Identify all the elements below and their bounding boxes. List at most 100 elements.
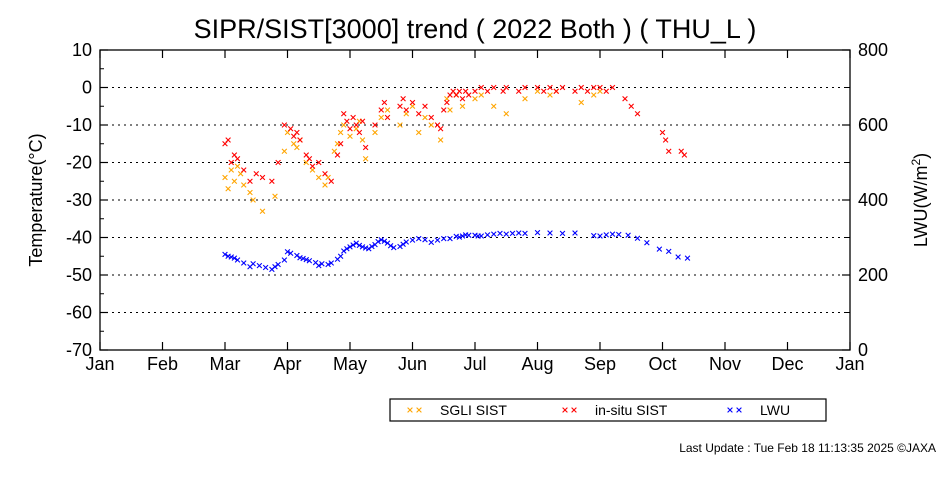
data-point	[300, 255, 306, 262]
data-point	[359, 137, 366, 143]
data-point	[456, 234, 463, 240]
data-point	[490, 231, 497, 237]
data-point	[478, 233, 485, 239]
data-point	[547, 92, 553, 98]
data-point	[540, 88, 547, 95]
last-update-text: Last Update : Tue Feb 18 11:13:35 2025 ©…	[679, 441, 936, 455]
y-axis-label-right: LWU(W/m2)	[909, 153, 931, 247]
data-point	[272, 193, 278, 200]
data-point	[662, 137, 669, 143]
data-point	[465, 232, 472, 239]
data-point	[287, 250, 294, 257]
data-point	[231, 255, 238, 261]
x-tick-label: Aug	[521, 354, 553, 374]
data-point	[272, 263, 278, 270]
data-point	[275, 261, 281, 268]
data-point	[350, 114, 356, 121]
data-point	[247, 189, 253, 196]
data-point	[269, 178, 275, 185]
legend-marker	[562, 407, 568, 413]
data-point	[328, 260, 335, 266]
data-point	[315, 262, 322, 269]
data-point	[597, 84, 603, 91]
data-point	[275, 159, 281, 166]
data-point	[390, 244, 397, 251]
data-point	[359, 118, 366, 125]
data-point	[534, 84, 541, 91]
y-right-tick-label: 400	[858, 190, 888, 210]
data-point	[503, 84, 510, 91]
data-point	[397, 243, 403, 250]
data-point	[597, 233, 603, 239]
data-point	[590, 232, 597, 239]
data-point	[309, 163, 316, 170]
data-point	[472, 88, 478, 95]
data-point	[547, 230, 553, 236]
data-point	[440, 107, 447, 113]
y-left-tick-label: -70	[66, 340, 92, 360]
x-tick-label: Jan	[85, 354, 114, 374]
data-point	[590, 92, 597, 98]
data-point	[547, 84, 553, 91]
data-point	[584, 88, 591, 95]
x-tick-label: Sep	[584, 354, 616, 374]
data-point	[478, 84, 485, 91]
data-point	[456, 88, 463, 95]
data-point	[515, 88, 522, 95]
data-point	[578, 99, 585, 106]
legend: SGLI SIST in-situ SIST LWU	[389, 398, 827, 422]
data-point	[231, 178, 238, 185]
data-point	[665, 148, 672, 155]
data-point	[281, 257, 288, 263]
data-point	[459, 95, 466, 102]
data-point	[422, 103, 428, 110]
data-point	[447, 107, 453, 113]
data-point	[347, 125, 353, 132]
data-point	[234, 257, 241, 263]
data-point	[337, 129, 344, 136]
data-point	[297, 137, 303, 143]
data-point	[428, 114, 435, 121]
data-point	[306, 257, 313, 264]
data-point	[397, 103, 403, 110]
data-point	[240, 260, 247, 266]
data-point	[375, 238, 381, 245]
data-point	[503, 231, 510, 237]
data-point	[659, 129, 666, 136]
gridlines	[100, 87, 850, 313]
data-point	[490, 103, 497, 110]
data-point	[515, 230, 522, 236]
data-point	[615, 231, 622, 238]
data-point	[415, 235, 422, 242]
data-point	[415, 110, 422, 117]
data-point	[240, 182, 247, 188]
y-left-tick-label: -40	[66, 228, 92, 248]
legend-item-label: in-situ SIST	[595, 402, 668, 418]
data-point	[428, 122, 435, 128]
data-point	[675, 254, 681, 260]
data-point	[222, 174, 228, 181]
data-point	[559, 230, 566, 237]
y-axis-label-right-sup: 2	[909, 159, 923, 166]
data-point	[362, 144, 369, 151]
data-point	[572, 88, 578, 95]
data-point	[409, 99, 416, 106]
y-right-tick-label: 200	[858, 265, 888, 285]
data-point	[444, 99, 450, 106]
x-tick-label: Apr	[273, 354, 301, 374]
data-point	[665, 248, 672, 255]
data-point	[240, 167, 247, 173]
data-point	[609, 84, 616, 91]
data-point	[681, 152, 688, 158]
data-point	[322, 182, 328, 188]
y-left-tick-label: -60	[66, 303, 92, 323]
data-point	[603, 88, 610, 95]
data-point	[387, 242, 394, 249]
y-right-tick-label: 800	[858, 40, 888, 60]
x-tick-label: Jan	[835, 354, 864, 374]
data-point	[656, 246, 663, 252]
data-point	[340, 248, 347, 254]
y-left-tick-label: -30	[66, 190, 92, 210]
data-point	[372, 122, 378, 128]
